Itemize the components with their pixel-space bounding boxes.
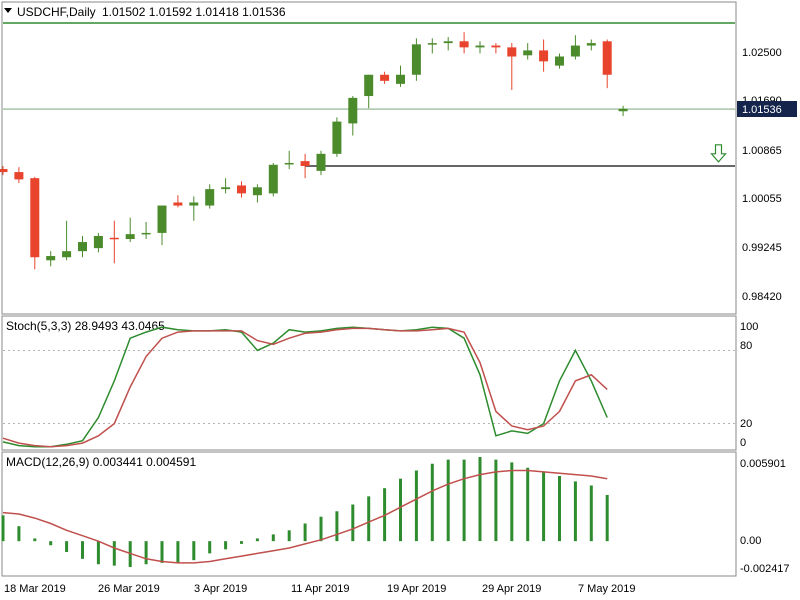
candle-body [411, 44, 421, 75]
candle-body [332, 121, 342, 154]
candle-body [252, 187, 262, 196]
candle-body [586, 43, 596, 46]
candle-body [491, 45, 501, 48]
candle-body [189, 202, 199, 206]
candle-body [93, 235, 103, 249]
time-axis-label: 3 Apr 2019 [194, 583, 247, 595]
time-axis-label: 19 Apr 2019 [387, 583, 446, 595]
candle-body [396, 74, 405, 84]
stoch-axis-label: 80 [740, 340, 752, 352]
down-arrow-icon [710, 144, 727, 163]
candle-body [427, 43, 437, 45]
macd-axis-label: -0.002417 [740, 563, 790, 575]
macd-axis-label: 0.00 [740, 535, 761, 547]
candle-body [268, 164, 278, 194]
price-axis-label: 1.02500 [742, 47, 782, 59]
candle-body [348, 97, 358, 124]
candle-body [237, 185, 246, 194]
candle-body [46, 256, 56, 261]
candle-body [570, 45, 580, 57]
candle-body [125, 234, 135, 239]
candle-body [300, 161, 310, 166]
candle-body [221, 187, 231, 190]
stoch-main-line [2, 326, 608, 448]
time-axis-label: 11 Apr 2019 [291, 583, 350, 595]
stoch-panel-frame [1, 315, 737, 451]
stoch-signal-line [2, 327, 608, 448]
symbol-timeframe: USDCHF,Daily [17, 5, 96, 19]
candle-body [618, 108, 628, 112]
candle-body [316, 153, 326, 171]
price-axis-label: 0.99245 [742, 242, 782, 254]
candle-body [30, 178, 40, 258]
time-axis-label: 26 Mar 2019 [98, 583, 160, 595]
candle-body [205, 189, 215, 206]
stoch-axis-label: 0 [740, 437, 746, 449]
candle-body [475, 45, 485, 48]
time-axis-label: 29 Apr 2019 [482, 583, 541, 595]
current-price-box [737, 101, 797, 117]
price-axis-label: 0.98420 [742, 291, 782, 303]
stoch-axis-label: 20 [740, 418, 752, 430]
macd-title: MACD(12,26,9) 0.003441 0.004591 [6, 455, 196, 469]
candle-body [443, 41, 453, 44]
time-axis-label: 7 May 2019 [578, 583, 635, 595]
candle-body [523, 50, 533, 56]
candle-body [0, 169, 8, 173]
dropdown-triangle-icon[interactable] [4, 8, 12, 13]
candle-body [157, 205, 167, 233]
current-price-label: 1.01536 [742, 104, 782, 116]
candle-body [380, 74, 390, 81]
candle-body [78, 242, 87, 252]
candle-body [555, 56, 564, 66]
price-axis-label: 1.00865 [742, 145, 782, 157]
price-panel-frame [1, 1, 737, 315]
candle-body [141, 232, 151, 235]
candle-body [14, 172, 24, 180]
candle-body [173, 202, 183, 206]
ohlc-values: 1.01502 1.01592 1.01418 1.01536 [102, 5, 286, 19]
candle-body [364, 74, 374, 97]
candle-body [62, 251, 72, 258]
candle-body [284, 162, 294, 165]
candle-body [539, 50, 549, 62]
candle-body [507, 47, 517, 57]
price-axis-label: 1.00055 [742, 193, 782, 205]
stoch-axis-label: 100 [740, 321, 758, 333]
candle-body [459, 41, 469, 48]
macd-axis-label: 0.005901 [740, 458, 786, 470]
candle-body [602, 41, 612, 75]
time-axis-label: 18 Mar 2019 [4, 583, 66, 595]
stoch-title: Stoch(5,3,3) 28.9493 43.0465 [6, 319, 165, 333]
candle-body [109, 237, 119, 240]
macd-signal-line [2, 469, 608, 564]
